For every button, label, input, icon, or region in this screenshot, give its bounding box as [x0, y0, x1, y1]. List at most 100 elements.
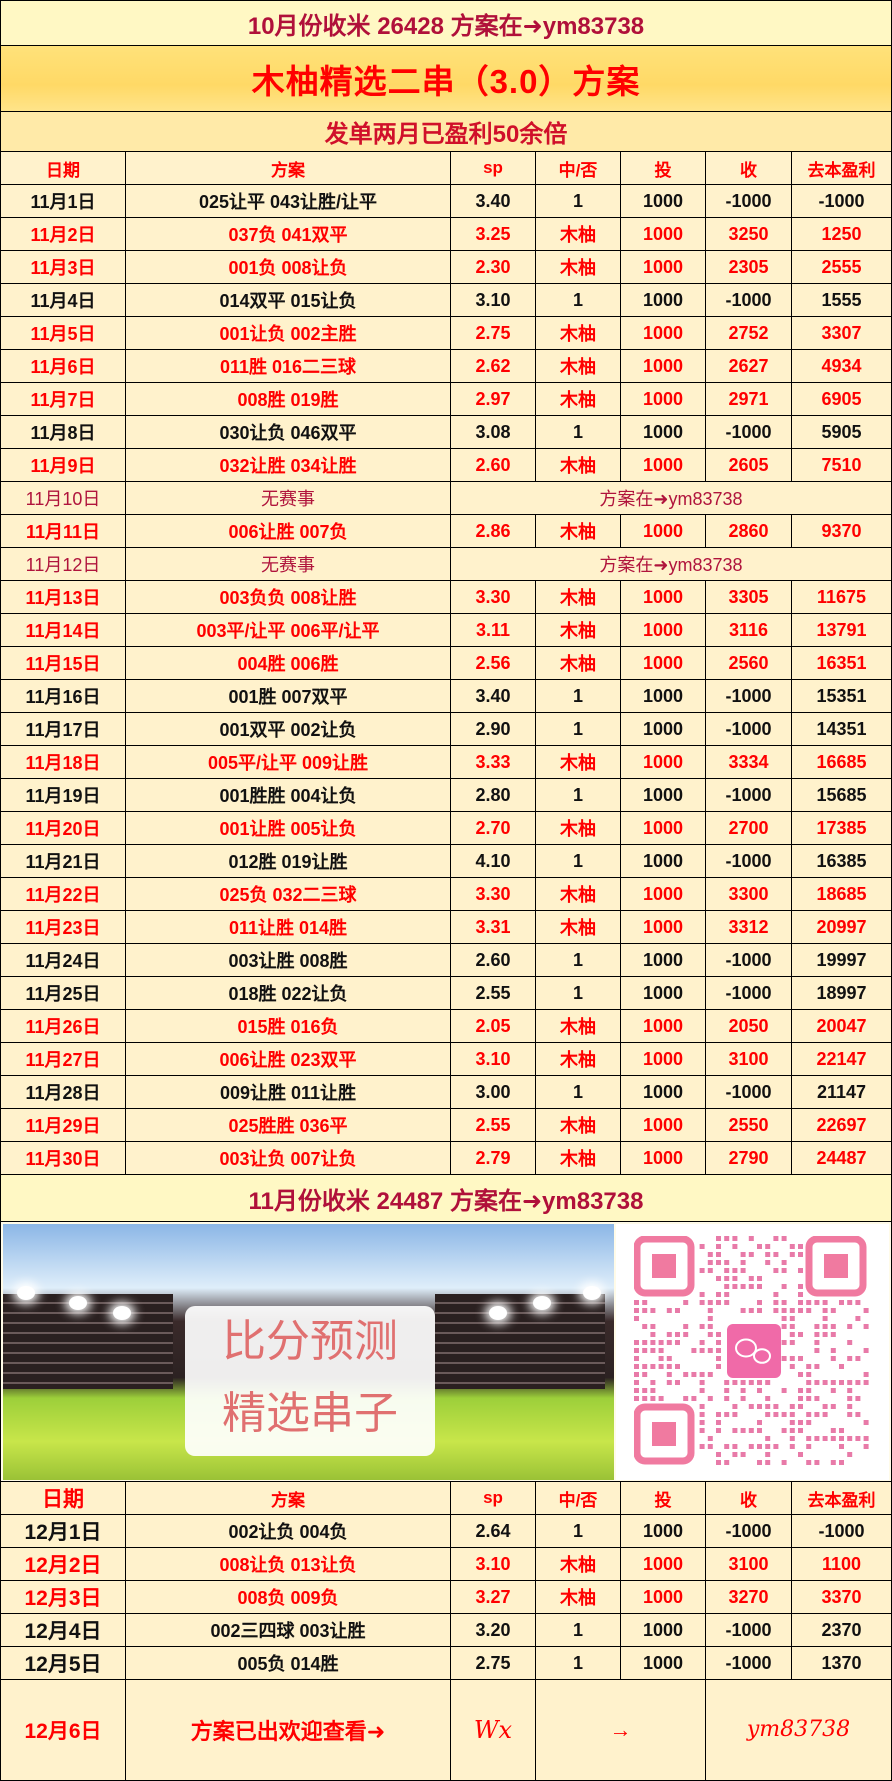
table-row: 11月20日 001让胜 005让负 2.70 木柚 1000 2700 17385: [0, 812, 892, 845]
cell-return: 3250: [705, 218, 791, 250]
table-row: 11月21日 012胜 019让胜 4.10 1 1000 -1000 16385: [0, 845, 892, 878]
cell-date: 12月3日: [0, 1581, 125, 1613]
final-id: ym83738: [705, 1679, 892, 1780]
cell-profit: 20997: [791, 911, 892, 943]
cell-plan: 008让负 013让负: [125, 1548, 450, 1580]
cell-plan: 001让负 002主胜: [125, 317, 450, 349]
cell-date: 11月30日: [0, 1142, 125, 1174]
cell-plan: 030让负 046双平: [125, 416, 450, 448]
cell-result: 木柚: [535, 317, 620, 349]
cell-plan: 012胜 019让胜: [125, 845, 450, 877]
cell-note: 方案在➜ym83738: [450, 548, 892, 580]
cell-plan: 003让负 007让负: [125, 1142, 450, 1174]
cell-sp: 2.55: [450, 1109, 535, 1141]
cell-profit: 1555: [791, 284, 892, 316]
cell-stake: 1000: [620, 1515, 705, 1547]
cell-return: -1000: [705, 845, 791, 877]
cell-profit: 16685: [791, 746, 892, 778]
cell-plan: 002让负 004负: [125, 1515, 450, 1547]
cell-date: 11月22日: [0, 878, 125, 910]
cell-date: 12月2日: [0, 1548, 125, 1580]
cell-profit: -1000: [791, 1515, 892, 1547]
cell-date: 11月28日: [0, 1076, 125, 1108]
cell-date: 11月25日: [0, 977, 125, 1009]
cell-result: 木柚: [535, 1142, 620, 1174]
cell-stake: 1000: [620, 515, 705, 547]
cell-sp: 2.79: [450, 1142, 535, 1174]
table-row: 12月3日 008负 009负 3.27 木柚 1000 3270 3370: [0, 1581, 892, 1614]
cell-stake: 1000: [620, 350, 705, 382]
cell-plan: 001胜 007双平: [125, 680, 450, 712]
cell-return: 3305: [705, 581, 791, 613]
cell-profit: 1250: [791, 218, 892, 250]
cell-sp: 3.08: [450, 416, 535, 448]
cell-stake: 1000: [620, 680, 705, 712]
cell-date: 11月26日: [0, 1010, 125, 1042]
qr-code[interactable]: [616, 1224, 889, 1480]
cell-stake: 1000: [620, 911, 705, 943]
cell-sp: 3.30: [450, 581, 535, 613]
cell-stake: 1000: [620, 185, 705, 217]
cell-result: 1: [535, 680, 620, 712]
cell-plan: 009让胜 011让胜: [125, 1076, 450, 1108]
cell-sp: 3.40: [450, 680, 535, 712]
cell-return: 2050: [705, 1010, 791, 1042]
page-title: 木柚精选二串（3.0）方案: [0, 46, 892, 112]
cell-sp: 3.00: [450, 1076, 535, 1108]
cell-result: 1: [535, 944, 620, 976]
header-plan: 方案: [125, 152, 450, 184]
cell-profit: 1370: [791, 1647, 892, 1679]
cell-stake: 1000: [620, 1581, 705, 1613]
final-row: 12月6日 方案已出欢迎查看➜ Wx → ym83738: [0, 1679, 892, 1781]
cell-return: 3270: [705, 1581, 791, 1613]
cell-profit: 2370: [791, 1614, 892, 1646]
cell-return: -1000: [705, 185, 791, 217]
cell-sp: 2.86: [450, 515, 535, 547]
cell-stake: 1000: [620, 845, 705, 877]
cell-return: -1000: [705, 944, 791, 976]
cell-date: 12月5日: [0, 1647, 125, 1679]
cell-plan: 014双平 015让负: [125, 284, 450, 316]
cell-profit: 18685: [791, 878, 892, 910]
cell-return: 2560: [705, 647, 791, 679]
december-table: 日期 方案 sp 中/否投收去本盈利 12月1日 002让负 004负 2.64 1 1000-…: [0, 1482, 892, 1680]
cell-date: 11月1日: [0, 185, 125, 217]
cell-result: 1: [535, 713, 620, 745]
cell-plan: 无赛事: [125, 482, 450, 514]
cell-return: 2305: [705, 251, 791, 283]
cell-date: 11月14日: [0, 614, 125, 646]
table-row: 11月15日 004胜 006胜 2.56 木柚 1000 2560 16351: [0, 647, 892, 680]
table-row: 11月5日 001让负 002主胜 2.75 木柚 1000 2752 3307: [0, 317, 892, 350]
cell-stake: 1000: [620, 812, 705, 844]
table-row: 11月17日 001双平 002让负 2.90 1 1000 -1000 14351: [0, 713, 892, 746]
table-header: 日期 方案 sp 中/否投收去本盈利: [0, 1482, 892, 1515]
header-plan: 方案: [125, 1482, 450, 1514]
table-row: 11月27日 006让胜 023双平 3.10 木柚 1000 3100 22147: [0, 1043, 892, 1076]
cell-profit: 17385: [791, 812, 892, 844]
header-stake: 投: [620, 152, 705, 184]
cell-plan: 005平/让平 009让胜: [125, 746, 450, 778]
cell-date: 11月21日: [0, 845, 125, 877]
table-row: 11月23日 011让胜 014胜 3.31 木柚 1000 3312 20997: [0, 911, 892, 944]
cell-return: -1000: [705, 284, 791, 316]
cell-result: 1: [535, 779, 620, 811]
cell-sp: 2.75: [450, 317, 535, 349]
header-stake: 投: [620, 1482, 705, 1514]
cell-date: 11月9日: [0, 449, 125, 481]
cell-plan: 006让胜 007负: [125, 515, 450, 547]
cell-sp: 2.75: [450, 1647, 535, 1679]
table-row: 11月6日 011胜 016二三球 2.62 木柚 1000 2627 4934: [0, 350, 892, 383]
table-row: 11月30日 003让负 007让负 2.79 木柚 1000 2790 24487: [0, 1142, 892, 1175]
cell-date: 11月27日: [0, 1043, 125, 1075]
cell-stake: 1000: [620, 614, 705, 646]
cell-date: 11月11日: [0, 515, 125, 547]
cell-return: -1000: [705, 1515, 791, 1547]
cell-stake: 1000: [620, 383, 705, 415]
header-sp: sp: [450, 152, 535, 184]
table-row: 11月19日 001胜胜 004让负 2.80 1 1000 -1000 15685: [0, 779, 892, 812]
cell-profit: 9370: [791, 515, 892, 547]
final-message: 方案已出欢迎查看➜: [125, 1679, 450, 1780]
cell-return: -1000: [705, 416, 791, 448]
cell-return: 2790: [705, 1142, 791, 1174]
cell-stake: 1000: [620, 746, 705, 778]
